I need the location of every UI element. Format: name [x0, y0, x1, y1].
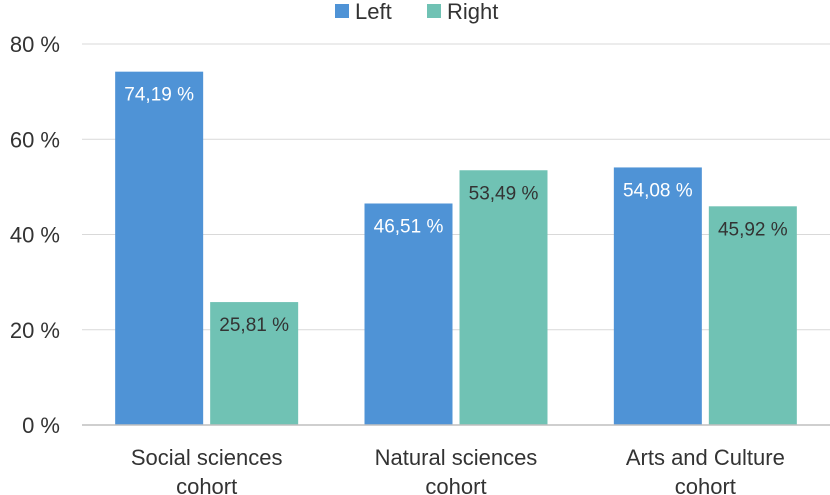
y-tick-label: 60 %	[10, 127, 60, 152]
bar	[459, 170, 548, 425]
y-tick-label: 0 %	[22, 413, 60, 438]
gridlines	[82, 43, 830, 331]
bar	[613, 167, 702, 425]
data-label: 53,49 %	[469, 183, 539, 204]
legend-swatch	[335, 4, 349, 18]
y-axis: 0 % 20 % 40 % 60 % 80 %	[10, 32, 60, 438]
x-category-label-line: cohort	[176, 474, 237, 495]
bar	[364, 203, 453, 425]
bar	[708, 206, 797, 425]
data-label: 54,08 %	[623, 180, 693, 201]
y-tick-label: 80 %	[10, 32, 60, 57]
y-tick-label: 40 %	[10, 223, 60, 248]
data-label: 74,19 %	[124, 85, 194, 106]
x-category-label-line: Natural sciences	[375, 445, 538, 470]
x-category-label: Arts and Culture cohort	[626, 445, 785, 495]
x-category-label-line: cohort	[425, 474, 486, 495]
x-axis: Social sciences cohort Natural sciences coh…	[82, 424, 830, 495]
x-category-label: Social sciences cohort	[131, 445, 283, 495]
x-category-label-line: Social sciences	[131, 445, 283, 470]
data-label: 25,81 %	[219, 315, 289, 336]
x-category-label-line: Arts and Culture	[626, 445, 785, 470]
legend-swatch	[427, 4, 441, 18]
bar	[210, 302, 299, 425]
legend: Left Right	[335, 0, 498, 24]
data-label: 46,51 %	[374, 216, 444, 237]
bars: 74,19 % 25,81 % 46,51 % 53,49 % 54,08 % 45,92…	[115, 71, 797, 425]
legend-label: Right	[447, 0, 498, 24]
legend-label: Left	[355, 0, 392, 24]
x-category-label-line: cohort	[675, 474, 736, 495]
x-category-label: Natural sciences cohort	[375, 445, 538, 495]
bar	[115, 71, 204, 425]
y-tick-label: 20 %	[10, 318, 60, 343]
data-label: 45,92 %	[718, 219, 788, 240]
